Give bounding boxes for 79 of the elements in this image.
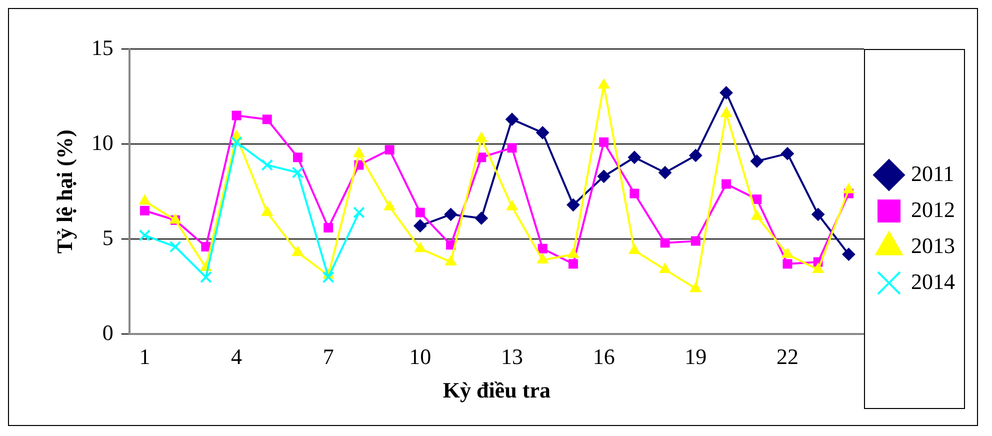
point <box>750 154 764 168</box>
point <box>568 259 578 269</box>
point <box>261 206 273 216</box>
point <box>660 238 670 248</box>
point <box>506 112 519 126</box>
point <box>690 282 702 292</box>
point <box>628 150 641 164</box>
point <box>782 248 794 258</box>
point <box>812 263 824 274</box>
x-tick-label: 4 <box>231 344 242 370</box>
point <box>138 229 151 242</box>
x-tick-label: 1 <box>139 344 150 370</box>
x-tick-label: 16 <box>592 344 615 370</box>
y-tick-label: 0 <box>102 320 114 345</box>
point <box>720 107 732 118</box>
legend-label: 2013 <box>911 232 955 258</box>
legend-label: 2014 <box>911 268 955 294</box>
point <box>445 255 456 266</box>
x-tick-label: 22 <box>776 344 798 370</box>
point <box>507 143 517 153</box>
point <box>752 194 762 204</box>
x-tick-label: 13 <box>501 344 524 370</box>
point <box>414 242 426 252</box>
point <box>628 244 640 254</box>
x-tick-label: 19 <box>684 344 707 370</box>
point <box>568 248 579 258</box>
point <box>722 179 732 189</box>
y-tick-label: 10 <box>91 130 114 155</box>
legend-label: 2011 <box>911 160 954 186</box>
point <box>293 152 302 162</box>
point <box>140 206 150 216</box>
point <box>751 210 763 220</box>
point <box>690 236 700 246</box>
x-axis-title: Kỳ điều tra <box>442 377 550 402</box>
point <box>599 137 609 147</box>
point <box>230 136 242 148</box>
point <box>566 198 580 212</box>
point <box>324 222 334 232</box>
point <box>201 242 211 252</box>
point <box>292 246 304 256</box>
point <box>384 200 396 210</box>
point <box>720 86 733 100</box>
point <box>353 147 365 158</box>
x-tick-label: 7 <box>322 344 334 370</box>
point <box>659 263 671 274</box>
point <box>506 200 518 210</box>
point <box>414 219 427 232</box>
point <box>658 166 672 180</box>
point <box>444 208 458 221</box>
point <box>476 132 488 142</box>
legend-label: 2012 <box>911 196 955 222</box>
point <box>262 114 272 124</box>
point <box>169 240 182 253</box>
y-axis-title: Tỷ lệ hại (%) <box>52 130 77 254</box>
point <box>598 78 610 89</box>
y-tick-label: 15 <box>91 34 114 60</box>
point <box>536 254 548 264</box>
point <box>842 248 856 261</box>
x-tick-label: 10 <box>409 344 432 370</box>
point <box>200 271 212 284</box>
point <box>322 271 334 284</box>
y-tick-label: 5 <box>102 224 114 250</box>
point <box>536 126 550 140</box>
point <box>782 259 792 269</box>
point <box>597 170 610 183</box>
point <box>843 183 854 194</box>
point <box>292 166 304 179</box>
point <box>812 208 825 221</box>
point <box>630 188 640 198</box>
point <box>538 244 548 254</box>
point <box>232 110 242 120</box>
point <box>780 147 794 160</box>
point <box>139 194 150 205</box>
point <box>353 206 365 218</box>
point <box>689 148 702 162</box>
point <box>261 159 274 171</box>
point <box>474 212 488 225</box>
point <box>415 208 425 218</box>
point <box>384 145 394 155</box>
